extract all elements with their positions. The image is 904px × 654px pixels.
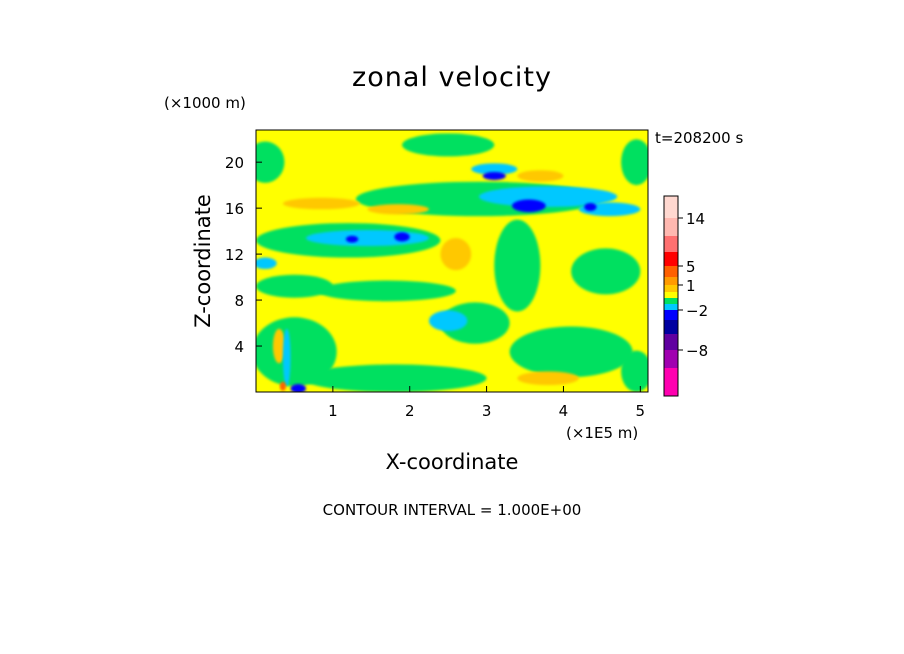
colorbar-swatch <box>664 196 678 218</box>
y-tick-label: 16 <box>225 200 244 218</box>
colorbar-frame <box>663 195 679 397</box>
y-axis-ticks: 4 8 12 16 20 <box>225 154 262 356</box>
colorbar-swatch <box>664 285 678 292</box>
contour-region-green <box>494 219 541 312</box>
x-unit-label: (×1E5 m) <box>566 424 638 442</box>
contour-region-green <box>317 280 456 302</box>
colorbar-swatch <box>664 320 678 334</box>
x-tick-label: 2 <box>405 402 415 420</box>
contour-region-green <box>256 141 285 183</box>
contour-region-cyan <box>256 257 277 270</box>
contour-region-orange <box>517 170 564 182</box>
contour-region-cyan <box>282 328 291 387</box>
colorbar-swatch <box>664 252 678 266</box>
contour-region-cyan <box>428 310 468 332</box>
contour-region-cyan <box>471 163 518 175</box>
time-label: t=208200 s <box>655 129 743 147</box>
colorbar-swatch <box>664 304 678 310</box>
colorbar-swatch <box>664 368 678 396</box>
colorbar-label: −2 <box>686 302 708 320</box>
colorbar-swatch <box>664 310 678 320</box>
colorbar-label: −8 <box>686 342 708 360</box>
contour-region-green <box>402 133 495 157</box>
contour-region-orange <box>367 204 429 215</box>
y-tick-label: 4 <box>234 338 244 356</box>
x-axis-ticks: 1 2 3 4 5 <box>328 386 645 420</box>
contour-region-cyan <box>305 229 429 247</box>
contour-region-orange <box>282 197 360 210</box>
contour-region-orange <box>440 238 472 271</box>
contour-region-green <box>302 364 487 392</box>
colorbar-labels: 14 51 −2 −8 <box>678 210 708 360</box>
x-tick-label: 5 <box>636 402 646 420</box>
contour-interval-note: CONTOUR INTERVAL = 1.000E+00 <box>323 501 582 519</box>
y-axis-label: Z-coordinate <box>191 194 215 328</box>
contour-region-blue <box>394 232 410 242</box>
contour-region-blue <box>482 171 506 180</box>
contour-region-green <box>621 350 648 392</box>
y-tick-label: 20 <box>225 154 244 172</box>
contour-region-green <box>571 248 641 295</box>
colorbar-swatch <box>664 277 678 285</box>
contour-region-orange <box>517 371 579 386</box>
chart-title: zonal velocity <box>352 62 552 93</box>
contour-region-orange <box>272 328 286 364</box>
contour-region-blue <box>511 199 546 213</box>
contour-regions <box>256 133 648 392</box>
colorbar-label: 14 <box>686 210 705 228</box>
x-tick-label: 1 <box>328 402 338 420</box>
colorbar-swatch <box>664 334 678 350</box>
x-axis-label: X-coordinate <box>386 450 519 474</box>
y-unit-label: (×1000 m) <box>164 94 246 112</box>
plot-frame <box>255 129 649 393</box>
contour-region-blue <box>290 383 306 392</box>
colorbar-label: 1 <box>686 277 696 295</box>
contour-region-red <box>279 381 286 391</box>
y-tick-label: 8 <box>234 292 244 310</box>
colorbar-swatch <box>664 298 678 304</box>
colorbar-label: 5 <box>686 258 696 276</box>
contour-region-green <box>621 139 648 186</box>
contour-region-blue <box>345 235 359 243</box>
x-tick-label: 3 <box>482 402 492 420</box>
y-tick-label: 12 <box>225 246 244 264</box>
colorbar-swatch <box>664 292 678 298</box>
colorbar-swatch <box>664 218 678 236</box>
colorbar-swatch <box>664 236 678 252</box>
contour-region-blue <box>584 202 597 212</box>
contour-region-green <box>509 326 633 378</box>
contour-region-green <box>256 274 333 298</box>
contour-region-cyan <box>478 186 618 207</box>
colorbar-swatch <box>664 350 678 368</box>
colorbar-swatch <box>664 266 678 277</box>
colorbar <box>663 195 679 397</box>
x-tick-label: 4 <box>559 402 569 420</box>
